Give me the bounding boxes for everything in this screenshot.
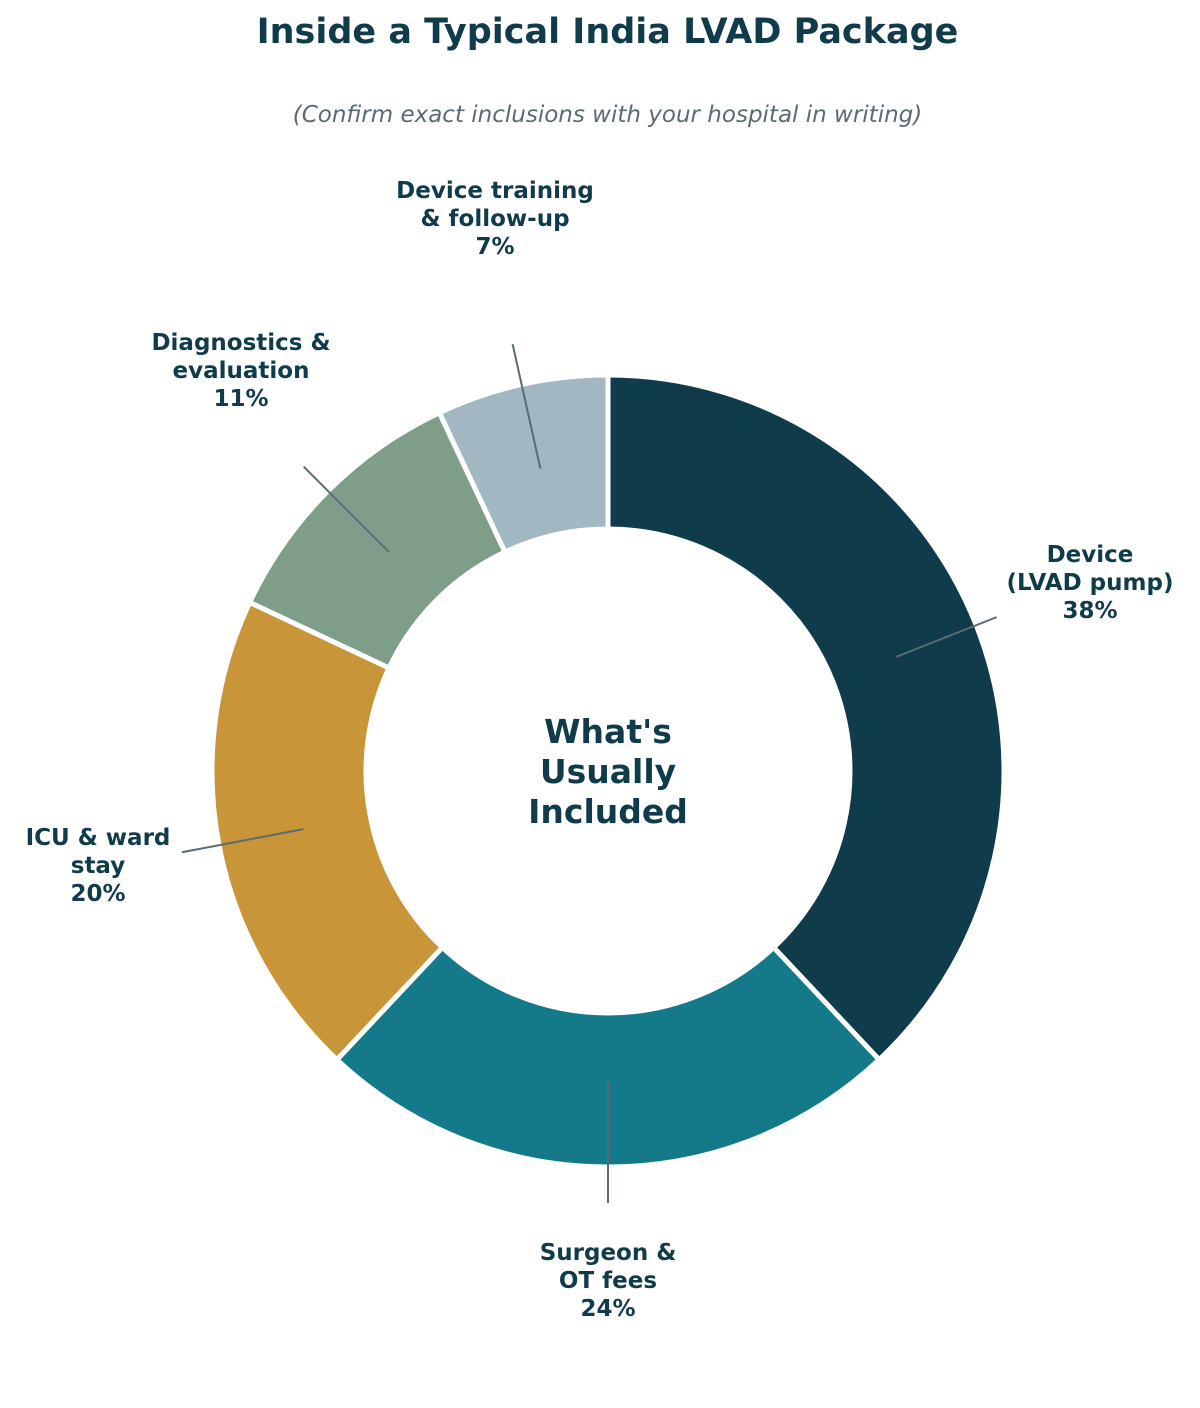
leader-line-device-lvad-pump bbox=[895, 616, 998, 658]
slice-icu-ward-stay bbox=[209, 599, 446, 1064]
slice-value-label: 7% bbox=[475, 234, 514, 260]
slice-category-label: stay bbox=[71, 853, 126, 879]
chart-title: Inside a Typical India LVAD Package bbox=[256, 12, 959, 52]
center-label-line: Usually bbox=[540, 752, 676, 791]
slice-value-label: 24% bbox=[580, 1296, 635, 1322]
slice-category-label: OT fees bbox=[559, 1268, 657, 1294]
leader-line-icu-ward-stay bbox=[181, 828, 304, 854]
slice-category-label: Device bbox=[1047, 542, 1134, 568]
leader-line-device-training-follow-up bbox=[511, 343, 542, 469]
slice-device-lvad-pump bbox=[605, 372, 1007, 1064]
slice-device-training-follow-up bbox=[436, 372, 611, 556]
center-label-line: Included bbox=[528, 792, 688, 831]
leader-lines-layer bbox=[181, 343, 998, 1204]
slice-surgeon-ot-fees bbox=[333, 943, 883, 1170]
slice-value-label: 20% bbox=[70, 881, 125, 907]
slice-label-device-training-follow-up: Device training& follow-up7% bbox=[396, 178, 594, 260]
chart-subtitle: (Confirm exact inclusions with your hosp… bbox=[292, 102, 923, 128]
slice-value-label: 38% bbox=[1062, 598, 1117, 624]
slice-value-label: 11% bbox=[213, 386, 268, 412]
slice-category-label: (LVAD pump) bbox=[1007, 570, 1174, 596]
slice-category-label: evaluation bbox=[173, 358, 310, 384]
slice-category-label: Surgeon & bbox=[540, 1240, 677, 1266]
center-label-line: What's bbox=[544, 712, 672, 751]
slice-category-label: & follow-up bbox=[420, 206, 569, 232]
slice-category-label: Device training bbox=[396, 178, 594, 204]
leader-line-diagnostics-evaluation bbox=[303, 466, 390, 553]
slice-category-label: ICU & ward bbox=[26, 825, 171, 851]
slice-label-device-lvad-pump: Device(LVAD pump)38% bbox=[1007, 542, 1174, 624]
slice-category-label: Diagnostics & bbox=[151, 330, 330, 356]
